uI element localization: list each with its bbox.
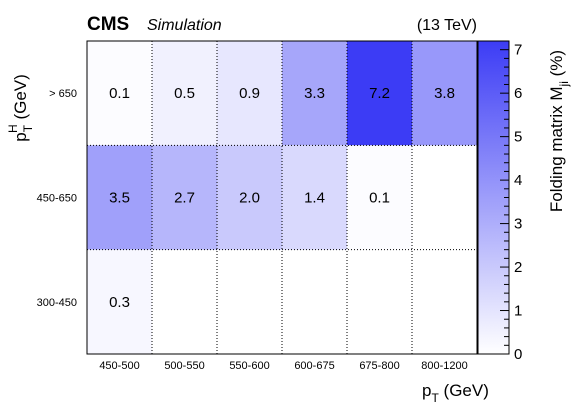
experiment-label: CMS — [87, 14, 129, 35]
z-tick-label: 2 — [514, 259, 522, 276]
heatmap-cell — [347, 145, 412, 250]
x-tick-label: 450-500 — [99, 360, 139, 372]
heatmap-cell — [347, 41, 412, 146]
heatmap-cell — [152, 145, 217, 250]
cell-value-label: 3.3 — [304, 85, 325, 102]
heatmap-cell — [87, 145, 152, 250]
heatmap-cell — [282, 145, 347, 250]
heatmap-cell-empty — [152, 249, 217, 354]
x-tick-label: 550-600 — [229, 360, 269, 372]
heatmap-value-labels: 0.1 0.5 0.9 3.3 7.2 3.8 3.5 2.7 2.0 1.4 0.1 0.3 — [109, 85, 455, 311]
y-tick-label: 450-650 — [37, 193, 77, 205]
heatmap-cell-empty — [412, 249, 477, 354]
heatmap-cells — [87, 41, 477, 354]
heatmap-cell-empty — [412, 145, 477, 250]
x-tick-label: 600-675 — [294, 360, 334, 372]
cell-value-label: 7.2 — [369, 85, 390, 102]
z-tick-label: 7 — [514, 42, 522, 59]
cell-value-label: 0.1 — [109, 85, 130, 102]
cell-value-label: 2.7 — [174, 190, 195, 207]
heatmap-cell-empty — [282, 249, 347, 354]
x-tick-labels: 450-500 500-550 550-600 600-675 675-800 800-1… — [99, 360, 467, 372]
z-tick-label: 5 — [514, 129, 522, 146]
y-tick-labels: 300-450 450-650 > 650 — [37, 88, 77, 309]
cell-value-label: 0.5 — [174, 85, 195, 102]
y-tick-label: 300-450 — [37, 297, 77, 309]
x-tick-label: 500-550 — [164, 360, 204, 372]
z-tick-label: 0 — [514, 346, 522, 363]
z-tick-label: 6 — [514, 85, 522, 102]
x-tick-label: 800-1200 — [421, 360, 468, 372]
heatmap-cell — [87, 41, 152, 146]
color-scale-ticks: 0 1 2 3 4 5 6 7 — [500, 40, 522, 363]
y-tick-label: > 650 — [49, 88, 77, 100]
cell-value-label: 3.5 — [109, 190, 130, 207]
cell-value-label: 1.4 — [304, 190, 325, 207]
plot-frame — [86, 40, 478, 355]
cell-value-label: 0.9 — [239, 85, 260, 102]
z-tick-label: 1 — [514, 303, 522, 320]
heatmap-cell-empty — [347, 249, 412, 354]
cell-value-label: 0.1 — [369, 190, 390, 207]
qualifier-label: Simulation — [147, 17, 222, 34]
energy-label: (13 TeV) — [417, 17, 477, 34]
heatmap-cell — [217, 145, 282, 250]
color-scale-title: Folding matrix Mji (%) — [547, 50, 571, 212]
y-axis-title: pTH (GeV) — [6, 74, 35, 142]
heatmap-cell — [412, 41, 477, 146]
cell-value-label: 2.0 — [239, 190, 260, 207]
heatmap-cell — [282, 41, 347, 146]
heatmap-cell-empty — [217, 249, 282, 354]
heatmap-cell — [152, 41, 217, 146]
heatmap-grid — [87, 41, 477, 354]
heatmap-cell — [217, 41, 282, 146]
x-axis-title: pT (GeV) — [422, 381, 489, 405]
z-tick-label: 3 — [514, 216, 522, 233]
cell-value-label: 0.3 — [109, 294, 130, 311]
x-tick-label: 675-800 — [359, 360, 399, 372]
z-tick-label: 4 — [514, 172, 522, 189]
heatmap-cell — [87, 249, 152, 354]
cell-value-label: 3.8 — [434, 85, 455, 102]
